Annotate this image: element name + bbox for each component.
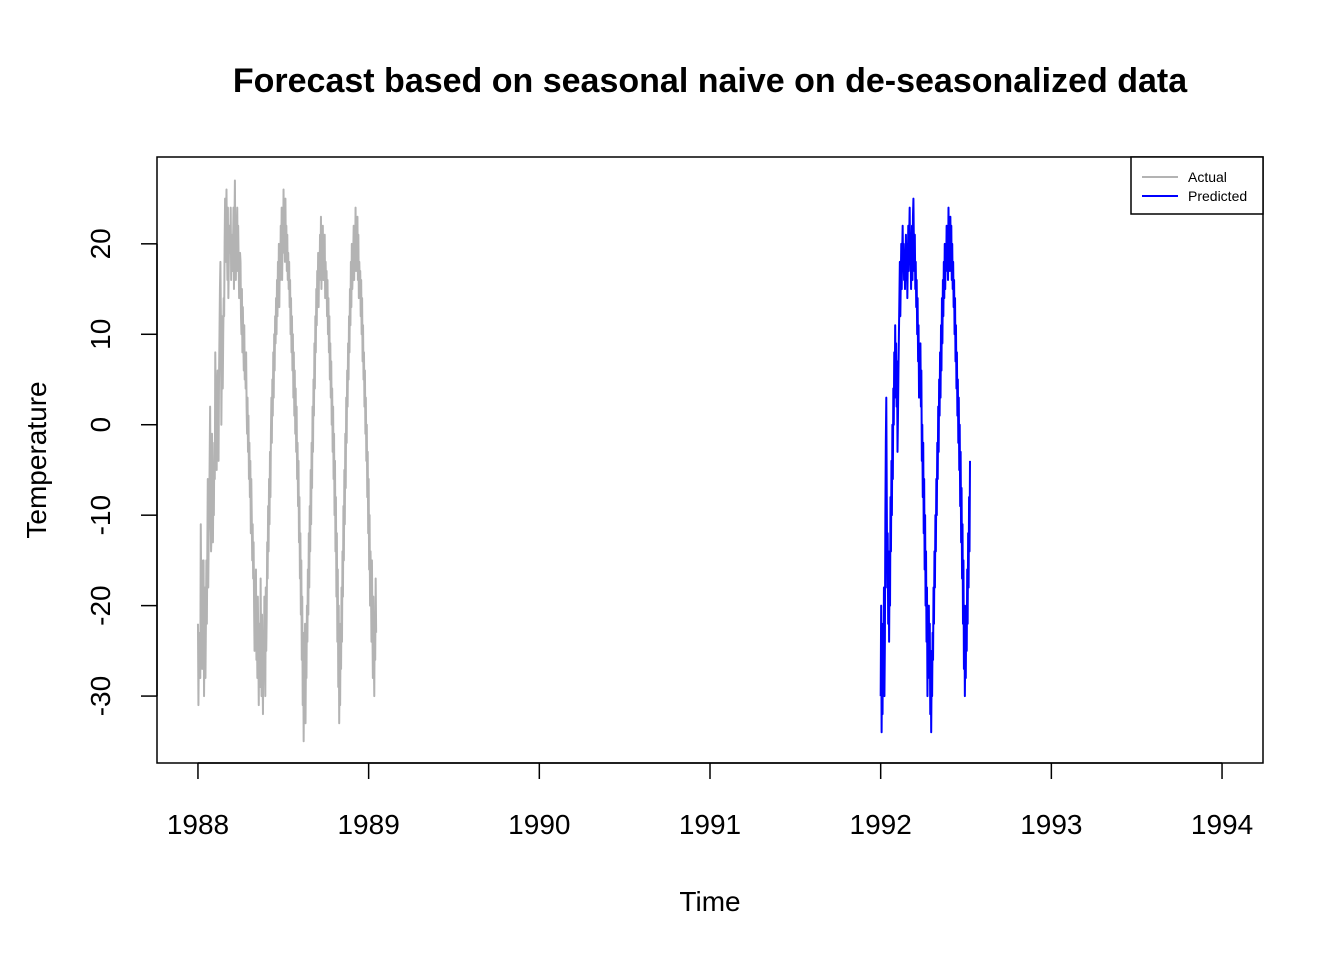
legend-predicted-label: Predicted (1188, 188, 1247, 204)
y-tick-label: -30 (85, 676, 116, 716)
y-tick-label: 0 (85, 417, 116, 433)
x-tick-label: 1991 (679, 809, 741, 840)
x-tick-label: 1989 (337, 809, 399, 840)
series-layer (196, 179, 971, 743)
y-axis-label: Temperature (21, 381, 52, 538)
y-tick-label: 20 (85, 228, 116, 259)
x-tick-label: 1992 (850, 809, 912, 840)
series-line-actual (196, 179, 378, 743)
y-tick-label: -10 (85, 495, 116, 535)
x-tick-label: 1990 (508, 809, 570, 840)
x-axis-label: Time (679, 886, 740, 917)
x-tick-label: 1993 (1020, 809, 1082, 840)
legend: Actual Predicted (1130, 156, 1264, 215)
chart-title: Forecast based on seasonal naive on de-s… (233, 62, 1188, 100)
y-tick-label: 10 (85, 319, 116, 350)
y-axis: -30 -20 -10 0 10 20 (85, 228, 158, 716)
series-line-predicted (879, 197, 971, 734)
legend-box (1130, 156, 1264, 215)
x-axis: 1988 1989 1990 1991 1992 1993 1994 (167, 762, 1253, 840)
legend-actual-label: Actual (1188, 169, 1227, 185)
x-tick-label: 1994 (1191, 809, 1253, 840)
x-tick-label: 1988 (167, 809, 229, 840)
y-tick-label: -20 (85, 585, 116, 625)
